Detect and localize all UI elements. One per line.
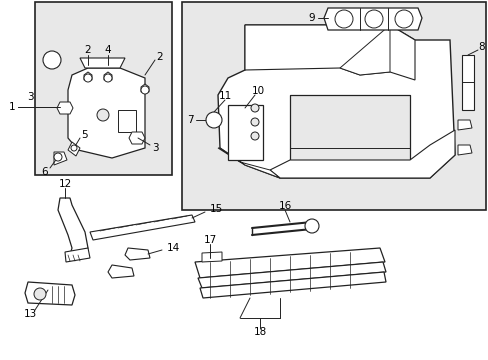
Bar xyxy=(182,2,485,210)
Polygon shape xyxy=(195,248,384,278)
Text: 1: 1 xyxy=(9,102,15,112)
Polygon shape xyxy=(457,145,471,155)
Bar xyxy=(289,95,409,173)
Circle shape xyxy=(43,51,61,69)
Circle shape xyxy=(54,153,62,161)
Text: 10: 10 xyxy=(251,86,264,96)
Text: 15: 15 xyxy=(209,204,223,214)
Text: 12: 12 xyxy=(58,179,71,189)
Text: 5: 5 xyxy=(81,130,88,140)
Polygon shape xyxy=(141,84,149,92)
Polygon shape xyxy=(84,72,92,80)
Polygon shape xyxy=(457,120,471,130)
Text: 17: 17 xyxy=(203,235,216,245)
Bar xyxy=(227,105,263,160)
Polygon shape xyxy=(202,252,222,262)
Circle shape xyxy=(34,288,46,300)
Polygon shape xyxy=(200,272,385,298)
Polygon shape xyxy=(108,265,134,278)
Polygon shape xyxy=(339,25,389,75)
Bar xyxy=(461,55,473,110)
Circle shape xyxy=(205,112,222,128)
Polygon shape xyxy=(198,262,385,288)
Bar xyxy=(118,110,136,132)
Polygon shape xyxy=(54,152,67,165)
Polygon shape xyxy=(80,58,125,68)
Text: 18: 18 xyxy=(253,327,266,337)
Polygon shape xyxy=(68,142,80,156)
Circle shape xyxy=(305,219,318,233)
Text: 3: 3 xyxy=(151,143,158,153)
Circle shape xyxy=(84,74,92,82)
Polygon shape xyxy=(129,132,145,144)
Circle shape xyxy=(364,10,382,28)
Polygon shape xyxy=(65,248,90,262)
Text: 8: 8 xyxy=(478,42,484,52)
Polygon shape xyxy=(68,68,145,158)
Circle shape xyxy=(97,109,109,121)
Polygon shape xyxy=(218,25,454,178)
Text: 11: 11 xyxy=(218,91,231,101)
Text: 3: 3 xyxy=(27,92,33,102)
Text: 4: 4 xyxy=(104,45,111,55)
Circle shape xyxy=(334,10,352,28)
Polygon shape xyxy=(90,215,195,240)
Circle shape xyxy=(104,74,112,82)
Circle shape xyxy=(250,118,259,126)
Circle shape xyxy=(141,86,149,94)
Circle shape xyxy=(250,132,259,140)
Polygon shape xyxy=(58,198,88,255)
Polygon shape xyxy=(104,72,112,80)
Polygon shape xyxy=(269,130,454,178)
Polygon shape xyxy=(57,102,73,114)
Bar xyxy=(35,2,172,175)
Polygon shape xyxy=(218,148,280,178)
Text: 2: 2 xyxy=(156,52,163,62)
Text: 9: 9 xyxy=(308,13,315,23)
Circle shape xyxy=(394,10,412,28)
Text: 6: 6 xyxy=(41,167,48,177)
Text: 16: 16 xyxy=(278,201,291,211)
Text: 7: 7 xyxy=(186,115,193,125)
Circle shape xyxy=(250,104,259,112)
Polygon shape xyxy=(244,25,414,80)
Text: 2: 2 xyxy=(84,45,91,55)
Circle shape xyxy=(71,145,77,151)
Polygon shape xyxy=(25,282,75,305)
Text: 14: 14 xyxy=(167,243,180,253)
Polygon shape xyxy=(125,248,150,260)
Text: 13: 13 xyxy=(23,309,37,319)
Polygon shape xyxy=(324,8,421,30)
